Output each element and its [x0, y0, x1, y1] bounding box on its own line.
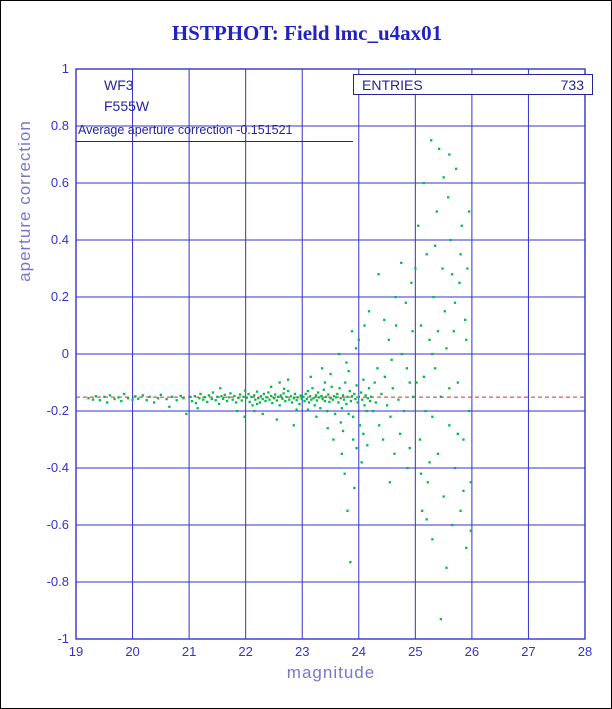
svg-text:20: 20 — [125, 644, 139, 659]
svg-text:1: 1 — [62, 61, 69, 76]
svg-text:28: 28 — [578, 644, 592, 659]
svg-text:26: 26 — [465, 644, 479, 659]
page-title: HSTPHOT: Field lmc_u4ax01 — [171, 21, 443, 45]
average-correction-text: Average aperture correction -0.151521 — [76, 123, 353, 142]
svg-text:0.2: 0.2 — [51, 289, 69, 304]
svg-text:22: 22 — [238, 644, 252, 659]
svg-text:0.8: 0.8 — [51, 118, 69, 133]
svg-text:24: 24 — [352, 644, 366, 659]
svg-text:0.4: 0.4 — [51, 232, 69, 247]
svg-text:-0.2: -0.2 — [47, 403, 69, 418]
svg-text:-1: -1 — [57, 631, 69, 646]
svg-text:23: 23 — [295, 644, 309, 659]
svg-text:19: 19 — [69, 644, 83, 659]
x-axis-title: magnitude — [286, 663, 376, 682]
svg-text:-0.4: -0.4 — [47, 460, 69, 475]
entries-box: ENTRIES 733 — [353, 74, 593, 95]
entries-label: ENTRIES — [362, 76, 423, 93]
svg-text:21: 21 — [182, 644, 196, 659]
svg-text:-0.6: -0.6 — [47, 517, 69, 532]
svg-text:-0.8: -0.8 — [47, 574, 69, 589]
svg-text:25: 25 — [408, 644, 422, 659]
entries-value: 733 — [560, 76, 584, 93]
svg-text:0.6: 0.6 — [51, 175, 69, 190]
camera-label: WF3 — [104, 77, 134, 93]
svg-text:0: 0 — [62, 346, 69, 361]
svg-text:27: 27 — [521, 644, 535, 659]
filter-label: F555W — [104, 98, 150, 114]
y-axis-title: aperture correction — [15, 120, 34, 282]
